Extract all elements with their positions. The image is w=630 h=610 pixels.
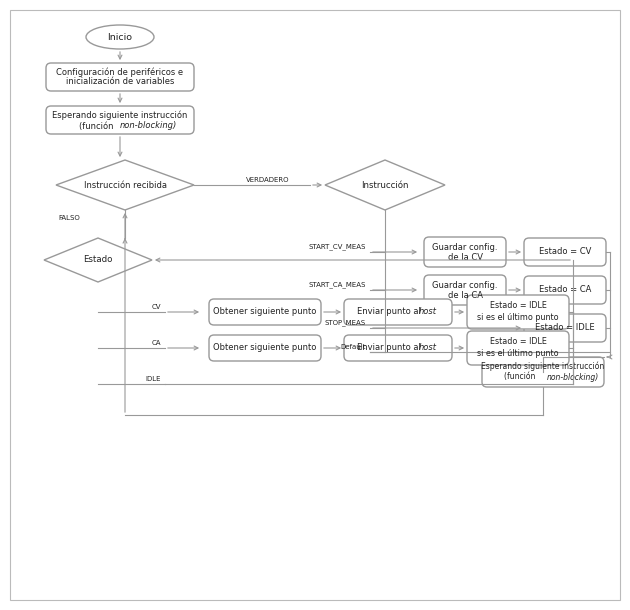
Text: Estado = IDLE: Estado = IDLE (490, 337, 546, 346)
Text: Instrucción recibida: Instrucción recibida (84, 181, 166, 190)
Text: Obtener siguiente punto: Obtener siguiente punto (214, 343, 317, 353)
Text: Configuración de periféricos e: Configuración de periféricos e (57, 67, 183, 77)
Text: non-blocking): non-blocking) (547, 373, 599, 381)
Text: Estado = CA: Estado = CA (539, 285, 591, 295)
Text: Estado: Estado (83, 256, 113, 265)
Text: Enviar punto al: Enviar punto al (357, 343, 423, 353)
Text: START_CV_MEAS: START_CV_MEAS (309, 243, 366, 250)
FancyBboxPatch shape (46, 63, 194, 91)
Text: de la CA: de la CA (447, 290, 483, 300)
FancyBboxPatch shape (524, 314, 606, 342)
FancyBboxPatch shape (344, 335, 452, 361)
FancyBboxPatch shape (209, 335, 321, 361)
Text: CA: CA (151, 340, 161, 346)
Text: host: host (419, 343, 437, 353)
Text: de la CV: de la CV (447, 253, 483, 262)
Text: Guardar config.: Guardar config. (432, 281, 498, 290)
FancyBboxPatch shape (467, 331, 569, 365)
Text: Esperando siguiente instrucción: Esperando siguiente instrucción (52, 110, 188, 120)
Polygon shape (325, 160, 445, 210)
FancyBboxPatch shape (209, 299, 321, 325)
Polygon shape (56, 160, 194, 210)
Text: (función: (función (79, 121, 117, 131)
Text: Inicio: Inicio (108, 32, 132, 41)
FancyBboxPatch shape (467, 295, 569, 329)
Text: CV: CV (151, 304, 161, 310)
Ellipse shape (86, 25, 154, 49)
Text: IDLE: IDLE (146, 376, 161, 382)
Text: si es el último punto: si es el último punto (477, 314, 559, 323)
Text: Estado = IDLE: Estado = IDLE (490, 301, 546, 310)
FancyBboxPatch shape (482, 357, 604, 387)
Text: Default: Default (340, 344, 366, 350)
Text: non-blocking): non-blocking) (119, 121, 176, 131)
Polygon shape (44, 238, 152, 282)
Text: Instrucción: Instrucción (361, 181, 409, 190)
Text: Estado = IDLE: Estado = IDLE (536, 323, 595, 332)
FancyBboxPatch shape (10, 10, 620, 600)
Text: Obtener siguiente punto: Obtener siguiente punto (214, 307, 317, 317)
Text: VERDADERO: VERDADERO (246, 177, 290, 183)
FancyBboxPatch shape (424, 237, 506, 267)
FancyBboxPatch shape (344, 299, 452, 325)
Text: (función: (función (504, 373, 538, 381)
Text: Guardar config.: Guardar config. (432, 243, 498, 251)
Text: STOP_MEAS: STOP_MEAS (325, 320, 366, 326)
Text: Esperando siguiente instrucción: Esperando siguiente instrucción (481, 361, 605, 371)
Text: host: host (419, 307, 437, 317)
Text: FALSO: FALSO (58, 215, 80, 221)
Text: inicialización de variables: inicialización de variables (66, 77, 174, 87)
Text: START_CA_MEAS: START_CA_MEAS (309, 282, 366, 289)
Text: Enviar punto al: Enviar punto al (357, 307, 423, 317)
FancyBboxPatch shape (424, 275, 506, 305)
FancyBboxPatch shape (524, 276, 606, 304)
Text: Estado = CV: Estado = CV (539, 248, 591, 256)
Text: si es el último punto: si es el último punto (477, 350, 559, 359)
FancyBboxPatch shape (524, 238, 606, 266)
FancyBboxPatch shape (46, 106, 194, 134)
